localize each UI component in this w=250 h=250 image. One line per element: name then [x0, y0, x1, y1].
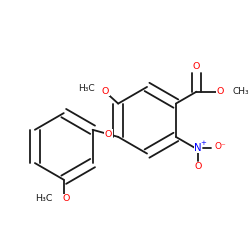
Text: O: O — [62, 194, 70, 203]
Text: O: O — [216, 87, 224, 96]
Text: O: O — [194, 162, 202, 171]
Text: O: O — [105, 130, 112, 139]
Text: N: N — [194, 142, 202, 152]
Text: O: O — [102, 86, 109, 96]
Text: O⁻: O⁻ — [215, 142, 226, 151]
Text: H₃C: H₃C — [36, 194, 53, 203]
Text: +: + — [200, 140, 206, 146]
Text: H₃C: H₃C — [78, 84, 95, 92]
Text: CH₃: CH₃ — [232, 86, 249, 96]
Text: O: O — [193, 62, 200, 71]
